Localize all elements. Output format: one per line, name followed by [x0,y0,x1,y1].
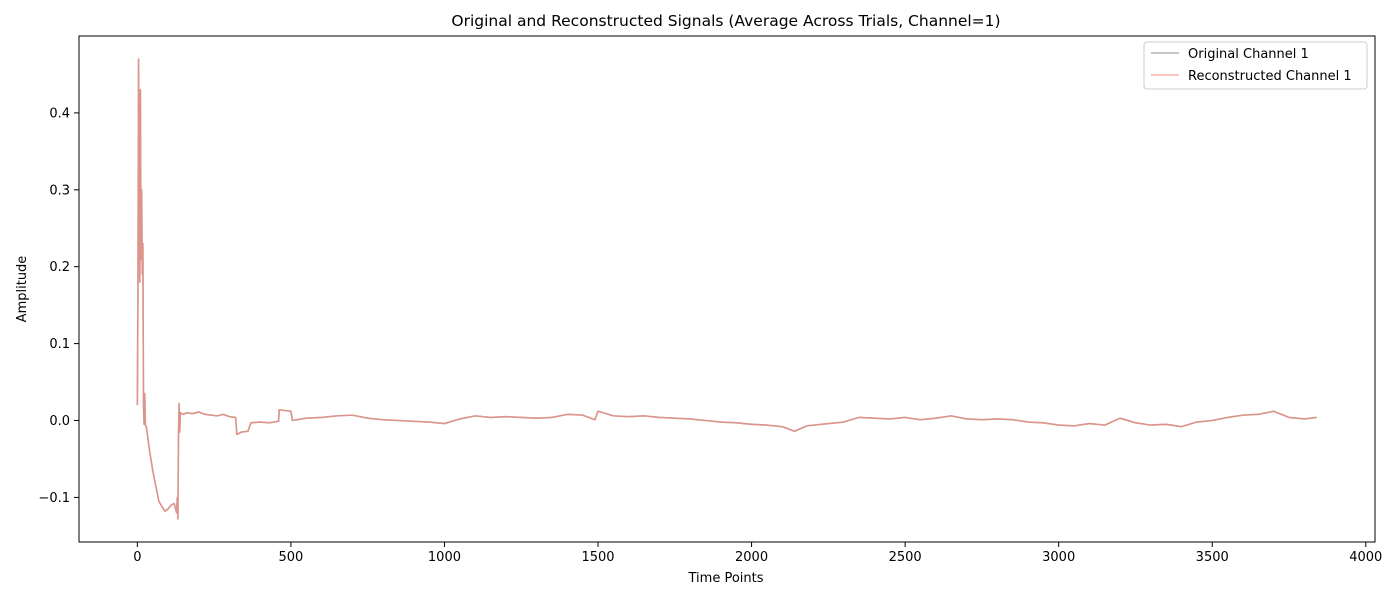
plot-frame [78,35,1376,543]
x-tick-label: 4000 [1349,550,1382,565]
legend-box [1143,41,1368,90]
legend-label-original: Original Channel 1 [1188,47,1309,62]
axis-ticks: 0 500 1000 1500 2000 2500 3000 3500 4000 −0.1 0.0 0… [38,106,1382,565]
x-tick-label: 3000 [1042,550,1075,565]
y-tick-label: 0.2 [49,260,70,275]
x-axis-label: Time Points [688,571,764,586]
x-tick-label: 3500 [1196,550,1229,565]
y-tick-label: 0.1 [49,337,70,352]
legend-label-reconstructed: Reconstructed Channel 1 [1188,69,1352,84]
legend: Original Channel 1 Reconstructed Channel… [1143,41,1368,90]
x-tick-label: 0 [133,550,141,565]
x-tick-label: 2000 [735,550,768,565]
x-tick-label: 1000 [428,550,461,565]
x-tick-label: 1500 [581,550,614,565]
y-tick-label: −0.1 [38,491,70,506]
series-line-reconstructed [136,58,1317,520]
y-tick-label: 0.4 [49,106,70,121]
chart-title: Original and Reconstructed Signals (Aver… [451,12,1000,30]
plot-area [136,58,1317,520]
x-tick-label: 2500 [889,550,922,565]
y-tick-label: 0.0 [49,414,70,429]
y-tick-label: 0.3 [49,183,70,198]
x-tick-label: 500 [278,550,303,565]
y-axis-label: Amplitude [15,256,30,323]
